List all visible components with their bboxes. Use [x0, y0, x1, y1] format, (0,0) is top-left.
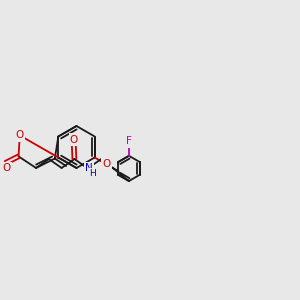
Text: O: O [70, 134, 78, 145]
Text: H: H [88, 169, 95, 178]
Text: O: O [2, 163, 11, 173]
Text: F: F [126, 136, 132, 146]
Text: N: N [85, 163, 93, 173]
Text: O: O [16, 130, 24, 140]
Text: O: O [103, 159, 111, 170]
